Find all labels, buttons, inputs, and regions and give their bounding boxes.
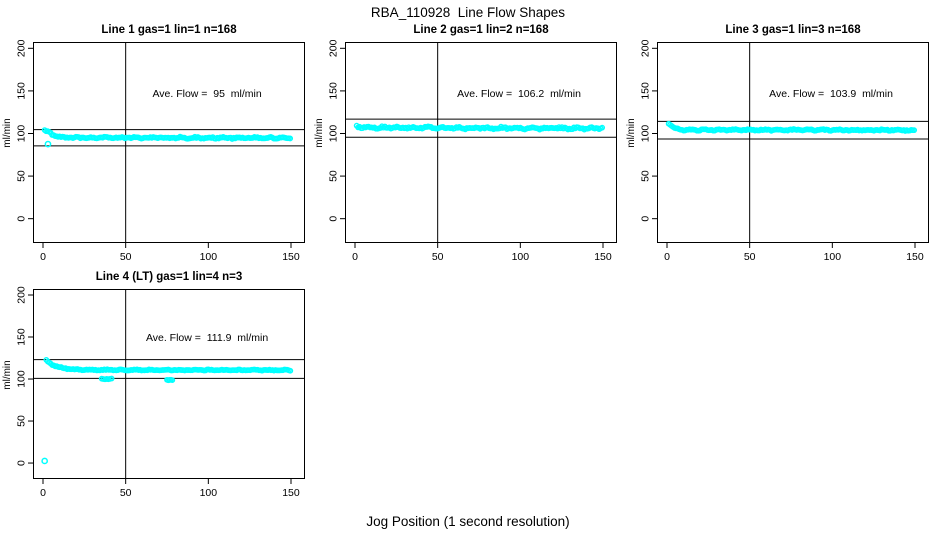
plot-box	[657, 42, 929, 243]
y-tick-label: 50	[16, 415, 28, 427]
x-tick-label: 100	[824, 251, 842, 263]
y-axis-label: ml/min	[2, 118, 13, 149]
x-tick-label: 100	[200, 251, 218, 263]
outlier-point	[41, 457, 49, 465]
y-axis-label: ml/min	[314, 118, 325, 149]
x-tick-label: 50	[120, 487, 132, 499]
y-tick-label: 200	[328, 39, 340, 57]
y-axis-label: ml/min	[2, 360, 13, 391]
y-tick-label: 200	[640, 39, 652, 57]
y-tick-label: 50	[16, 170, 28, 182]
data-point-dip	[169, 377, 176, 384]
data-point-dip	[108, 375, 115, 382]
x-tick-label: 0	[352, 251, 358, 263]
y-tick-label: 150	[328, 82, 340, 100]
y-tick-label: 100	[640, 125, 652, 143]
outlier-point	[44, 140, 52, 148]
panel-line-4: Line 4 (LT) gas=1 lin=4 n=3 ml/min 0 50 10…	[2, 271, 305, 499]
figure-title: RBA_110928 Line Flow Shapes	[370, 5, 566, 20]
x-tick-label: 100	[200, 487, 218, 499]
y-tick-label: 200	[16, 286, 28, 304]
data-point	[911, 127, 918, 134]
y-tick-label: 150	[640, 82, 652, 100]
x-tick-label: 0	[40, 487, 46, 499]
y-tick-label: 150	[16, 328, 28, 346]
x-tick-label: 50	[120, 251, 132, 263]
plot-area: 0 50 100 150 0 50 100 150 200	[16, 39, 305, 263]
y-tick-label: 0	[16, 460, 28, 466]
data-point	[599, 124, 606, 131]
x-tick-label: 50	[432, 251, 444, 263]
x-tick-label: 50	[744, 251, 756, 263]
y-axis-label: ml/min	[626, 118, 637, 149]
plot-area: 0 50 100 150 0 50 100 150 200	[16, 286, 305, 499]
y-tick-label: 150	[16, 82, 28, 100]
panel-title: Line 4 (LT) gas=1 lin=4 n=3	[95, 271, 243, 283]
plot-box	[33, 42, 305, 243]
x-tick-label: 0	[40, 251, 46, 263]
ave-flow-annotation: Ave. Flow = 111.9 ml/min	[145, 332, 269, 345]
y-tick-label: 100	[16, 370, 28, 388]
y-tick-label: 50	[640, 170, 652, 182]
panel-line-3: Line 3 gas=1 lin=3 n=168 ml/min 0 50 100 15…	[626, 24, 929, 263]
ave-flow-annotation: Ave. Flow = 103.9 ml/min	[769, 88, 893, 101]
plot-area: 0 50 100 150 0 50 100 150 200	[328, 39, 617, 263]
x-tick-label: 150	[906, 251, 924, 263]
x-tick-label: 0	[664, 251, 670, 263]
plot-box	[345, 42, 617, 243]
x-tick-label: 150	[594, 251, 612, 263]
plot-area: 0 50 100 150 0 50 100 150 200	[640, 39, 929, 263]
x-tick-label: 100	[512, 251, 530, 263]
panel-line-1: Line 1 gas=1 lin=1 n=168 ml/min 0 50 100 15…	[2, 24, 305, 263]
panel-title: Line 2 gas=1 lin=2 n=168	[413, 24, 549, 36]
y-tick-label: 0	[16, 216, 28, 222]
x-tick-label: 150	[282, 487, 300, 499]
y-tick-label: 0	[640, 216, 652, 222]
x-axis-label: Jog Position (1 second resolution)	[366, 514, 570, 529]
y-tick-label: 100	[16, 125, 28, 143]
panel-title: Line 3 gas=1 lin=3 n=168	[725, 24, 861, 36]
panel-line-2: Line 2 gas=1 lin=2 n=168 ml/min 0 50 100 15…	[314, 24, 617, 263]
y-tick-label: 200	[16, 39, 28, 57]
data-point	[287, 367, 294, 374]
y-tick-label: 0	[328, 216, 340, 222]
x-tick-label: 150	[282, 251, 300, 263]
plot-box	[33, 289, 305, 479]
y-tick-label: 50	[328, 170, 340, 182]
panel-title: Line 1 gas=1 lin=1 n=168	[101, 24, 237, 36]
y-tick-label: 100	[328, 125, 340, 143]
ave-flow-annotation: Ave. Flow = 106.2 ml/min	[457, 88, 581, 101]
ave-flow-annotation: Ave. Flow = 95 ml/min	[152, 88, 262, 101]
data-point	[287, 135, 294, 142]
